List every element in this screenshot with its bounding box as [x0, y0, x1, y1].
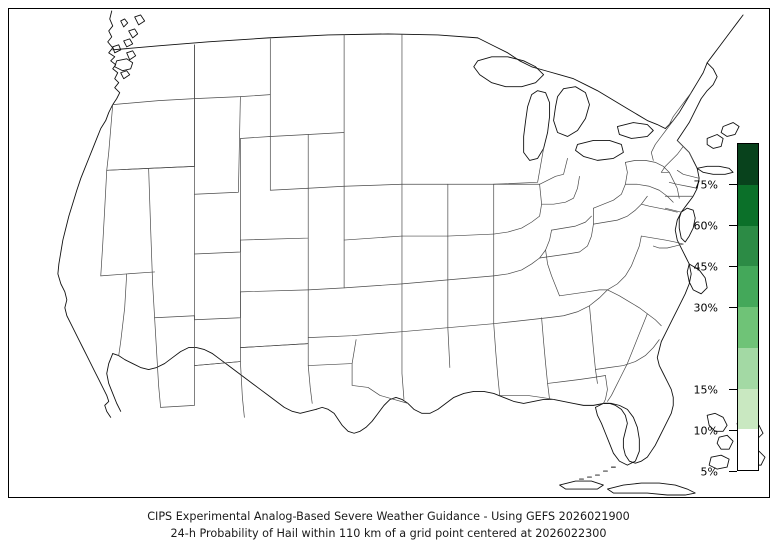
colorbar-label-45: 45% — [693, 260, 718, 274]
us-map-svg — [57, 10, 766, 496]
caption-line-1: CIPS Experimental Analog-Based Severe We… — [147, 510, 630, 523]
colorbar-tick-10: 10% — [694, 426, 737, 437]
colorbar-band-60-75 — [738, 184, 758, 226]
colorbar-band-15-30 — [738, 307, 758, 348]
colorbar-band-10-15 — [738, 347, 758, 389]
colorbar-tick-75: 75% — [694, 180, 737, 191]
colorbar-band-0-5 — [738, 429, 758, 470]
colorbar-tick-45: 45% — [694, 262, 737, 273]
colorbar-label-75: 75% — [693, 178, 718, 192]
figure-caption: CIPS Experimental Analog-Based Severe We… — [0, 508, 777, 542]
colorbar[interactable]: 75% 60% 45% 30% 15% 10% 5% — [694, 143, 759, 478]
state-boundaries-group — [100, 34, 700, 418]
colorbar-tick-30: 30% — [694, 303, 737, 314]
colorbar-band-45-60 — [738, 225, 758, 267]
colorbar-label-60: 60% — [693, 219, 718, 233]
colorbar-gradient — [737, 143, 759, 471]
colorbar-band-30-45 — [738, 266, 758, 307]
colorbar-label-10: 10% — [693, 424, 718, 438]
coastline-group — [57, 10, 766, 496]
map-plot-area[interactable]: 75% 60% 45% 30% 15% 10% 5% — [8, 8, 770, 498]
colorbar-label-15: 15% — [693, 383, 718, 397]
colorbar-tick-15: 15% — [694, 385, 737, 396]
colorbar-tick-60: 60% — [694, 221, 737, 232]
colorbar-label-30: 30% — [693, 301, 718, 315]
colorbar-tick-5: 5% — [701, 467, 737, 478]
colorbar-band-75-100 — [738, 144, 758, 185]
colorbar-band-5-10 — [738, 388, 758, 430]
colorbar-label-5: 5% — [700, 465, 718, 479]
caption-line-2: 24-h Probability of Hail within 110 km o… — [170, 527, 607, 540]
